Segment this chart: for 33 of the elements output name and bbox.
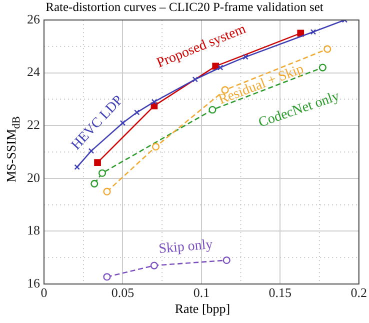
point (192, 76, 198, 82)
x-tick-label: 0.1 (193, 285, 210, 300)
y-tick-label: 16 (27, 275, 40, 290)
x-tick-label: 0.2 (350, 285, 367, 300)
point (103, 273, 111, 281)
y-tick-label: 26 (27, 11, 40, 26)
y-tick-label: 18 (27, 222, 40, 238)
y-tick-label: 24 (27, 64, 40, 80)
point (150, 262, 158, 270)
x-tick-label: 0.05 (111, 285, 134, 300)
point (297, 30, 304, 37)
y-tick-label: 20 (27, 170, 40, 185)
point (120, 120, 126, 126)
point (217, 64, 224, 70)
point (318, 64, 326, 72)
point (134, 110, 140, 116)
point (152, 142, 160, 151)
point (242, 54, 248, 60)
point (98, 169, 106, 177)
y-tick-label: 22 (27, 117, 40, 132)
point (310, 29, 316, 35)
chart-title: Rate-distortion curves – CLIC20 P-frame validation set (46, 0, 324, 14)
point (90, 180, 98, 188)
x-axis-title: Rate [bpp] (174, 301, 232, 317)
point (151, 98, 158, 105)
point (94, 159, 101, 166)
series-label: Skip only (158, 237, 214, 258)
point (208, 106, 216, 114)
x-tick-label: 0 (40, 285, 48, 300)
x-tick-label: 0.15 (268, 285, 292, 300)
point (103, 188, 111, 196)
point (324, 45, 332, 53)
point (222, 256, 230, 264)
